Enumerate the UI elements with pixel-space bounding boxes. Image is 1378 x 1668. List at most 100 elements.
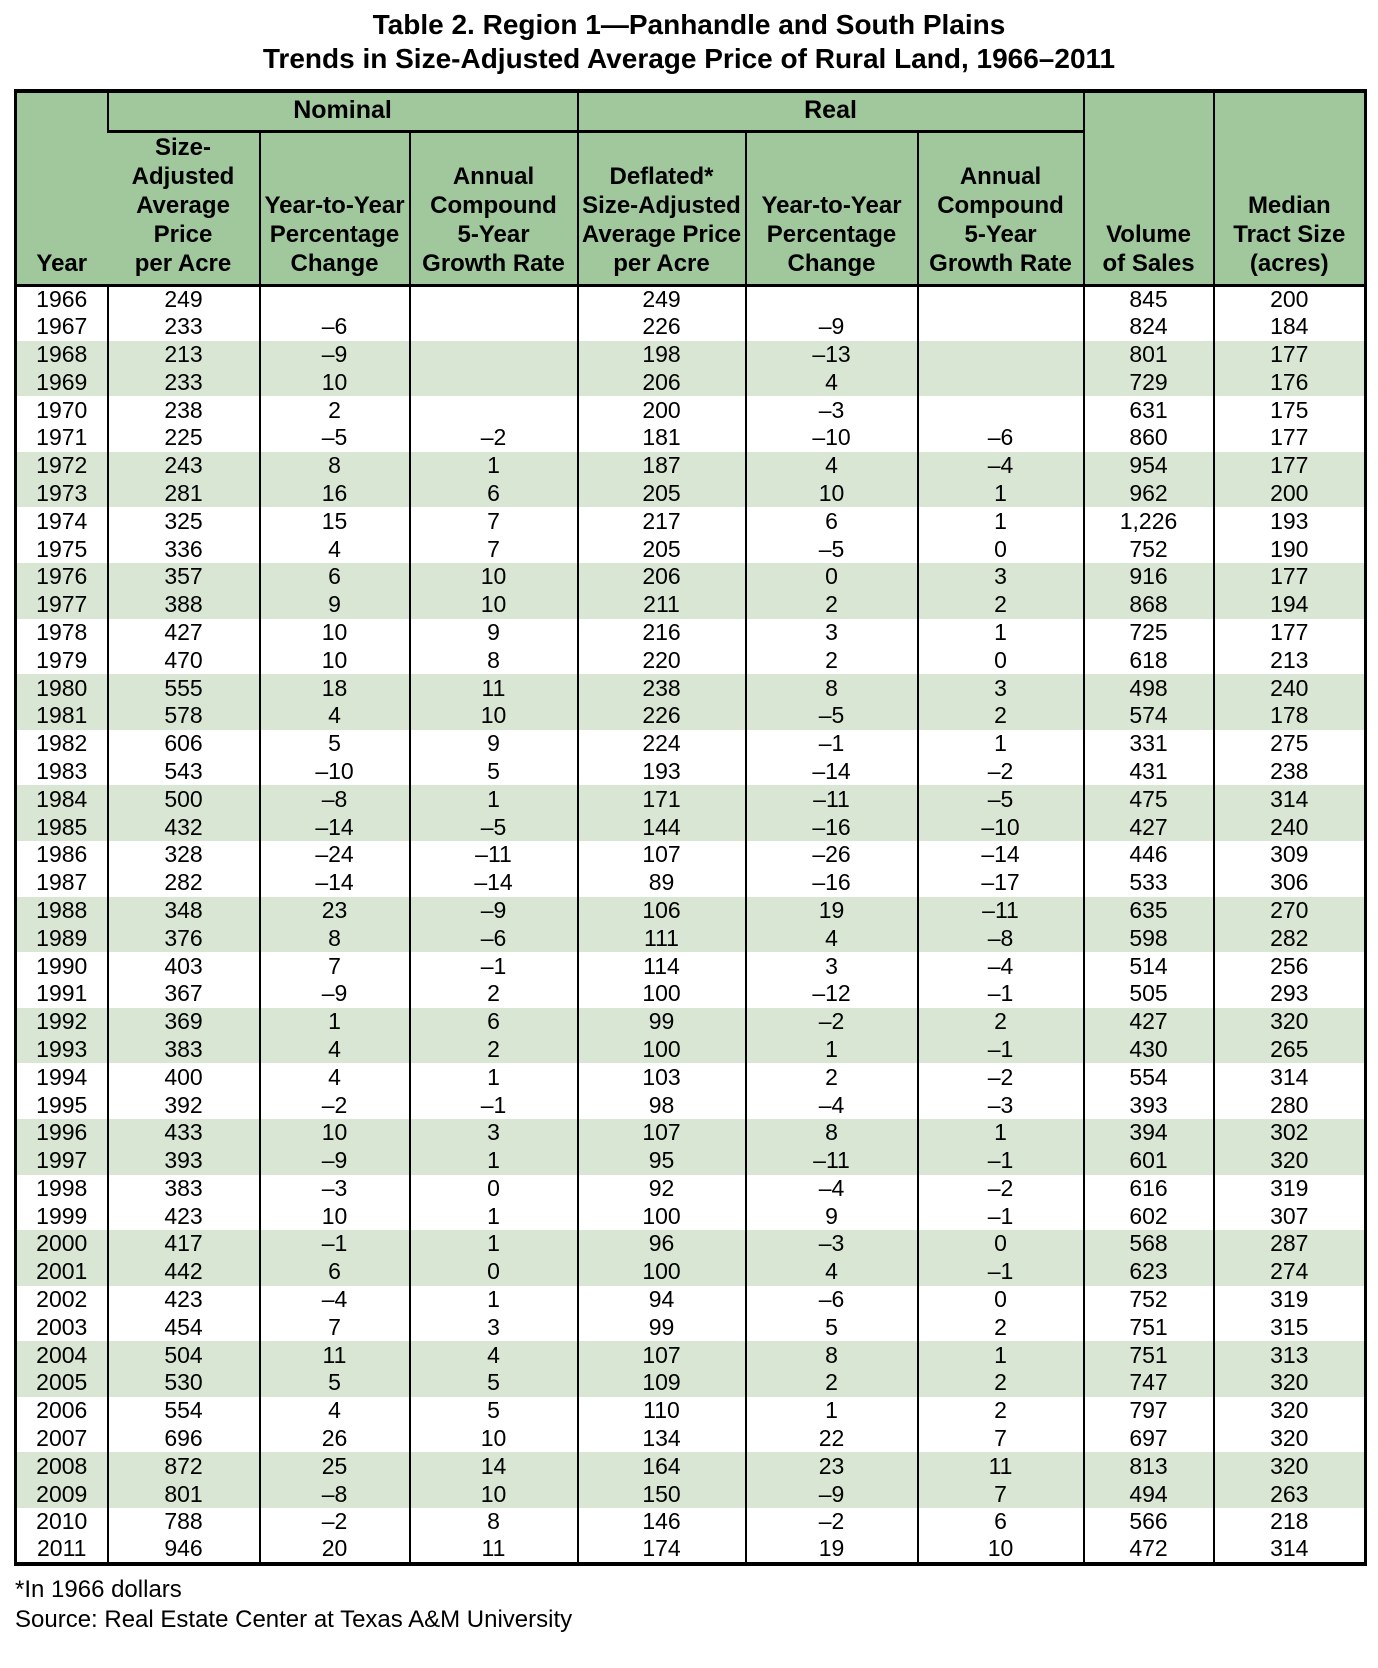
year-cell: 1995: [15, 1091, 108, 1119]
value-cell: 427: [1082, 1007, 1214, 1036]
value-cell: –14: [916, 840, 1084, 869]
value-cell: –2: [258, 1508, 410, 1536]
table-row: 1992 369 1 6 99 –2 2 427 320: [15, 1007, 1366, 1036]
value-cell: 747: [1082, 1369, 1214, 1397]
value-cell: 8: [744, 1118, 918, 1147]
table-row: 1980 555 18 11 238 8 3 498 240: [15, 674, 1366, 702]
value-cell: 315: [1212, 1313, 1366, 1342]
value-cell: –26: [744, 840, 918, 869]
value-cell: 9: [258, 590, 410, 619]
value-cell: 23: [744, 1452, 918, 1481]
value-cell: 16: [258, 479, 410, 508]
value-cell: 226: [576, 701, 746, 730]
value-cell: 0: [408, 1257, 578, 1286]
value-cell: 293: [1212, 979, 1366, 1008]
year-cell: 1975: [15, 535, 108, 563]
value-cell: 606: [106, 729, 260, 758]
table-row: 1967 233 –6 226 –9 824 184: [15, 312, 1366, 341]
value-cell: 107: [576, 840, 746, 869]
value-cell: 6: [408, 1007, 578, 1036]
value-cell: 4: [258, 1063, 410, 1092]
value-cell: 813: [1082, 1452, 1214, 1481]
value-cell: 10: [258, 368, 410, 397]
value-cell: 10: [258, 1118, 410, 1147]
value-cell: 238: [106, 396, 260, 424]
value-cell: –9: [744, 312, 918, 341]
value-cell: 1: [916, 618, 1084, 647]
year-cell: 1969: [15, 368, 108, 397]
value-cell: 4: [408, 1341, 578, 1370]
value-cell: –3: [916, 1091, 1084, 1119]
year-cell: 2009: [15, 1480, 108, 1509]
value-cell: 205: [576, 535, 746, 563]
value-cell: 249: [576, 283, 746, 313]
value-cell: –4: [744, 1091, 918, 1119]
value-cell: 2: [744, 646, 918, 675]
value-cell: 8: [744, 674, 918, 702]
value-cell: –2: [744, 1508, 918, 1536]
value-cell: –16: [744, 813, 918, 841]
value-cell: 3: [916, 674, 1084, 702]
value-cell: 7: [408, 535, 578, 563]
value-cell: 26: [258, 1424, 410, 1453]
table-row: 2006 554 4 5 110 1 2 797 320: [15, 1396, 1366, 1425]
value-cell: 7: [916, 1424, 1084, 1453]
value-cell: –6: [744, 1285, 918, 1314]
value-cell: 200: [1212, 479, 1366, 508]
value-cell: 206: [576, 562, 746, 591]
value-cell: 752: [1082, 535, 1214, 563]
value-cell: 0: [916, 1230, 1084, 1258]
year-cell: 2010: [15, 1508, 108, 1536]
value-cell: 331: [1082, 729, 1214, 758]
year-cell: 1982: [15, 729, 108, 758]
value-cell: 423: [106, 1202, 260, 1231]
value-cell: 430: [1082, 1035, 1214, 1064]
value-cell: 336: [106, 535, 260, 563]
table-row: 1971 225 –5 –2 181 –10 –6 860 177: [15, 423, 1366, 452]
table-row: 1973 281 16 6 205 10 1 962 200: [15, 479, 1366, 508]
value-cell: 193: [1212, 507, 1366, 536]
value-cell: [408, 312, 578, 341]
year-cell: 1978: [15, 618, 108, 647]
column-header-nominal-price: Size-Adjusted Average Price per Acre: [107, 131, 260, 285]
value-cell: 2: [916, 590, 1084, 619]
value-cell: 7: [916, 1480, 1084, 1509]
year-cell: 2007: [15, 1424, 108, 1453]
group-header-nominal: Nominal: [106, 91, 578, 133]
value-cell: 578: [106, 701, 260, 730]
value-cell: –8: [258, 1480, 410, 1509]
value-cell: 400: [106, 1063, 260, 1092]
value-cell: –5: [744, 535, 918, 563]
value-cell: –9: [258, 979, 410, 1008]
value-cell: 845: [1082, 283, 1214, 313]
year-cell: 1984: [15, 785, 108, 814]
value-cell: 568: [1082, 1230, 1214, 1258]
year-cell: 1998: [15, 1174, 108, 1203]
value-cell: 10: [408, 701, 578, 730]
value-cell: 369: [106, 1007, 260, 1036]
value-cell: 962: [1082, 479, 1214, 508]
value-cell: 4: [744, 451, 918, 480]
title-line-2: Trends in Size-Adjusted Average Price of…: [262, 43, 1116, 74]
value-cell: 280: [1212, 1091, 1366, 1119]
value-cell: 4: [744, 1257, 918, 1286]
value-cell: 543: [106, 757, 260, 786]
table-row: 1970 238 2 200 –3 631 175: [15, 396, 1366, 424]
value-cell: 423: [106, 1285, 260, 1314]
value-cell: 150: [576, 1480, 746, 1509]
value-cell: 95: [576, 1146, 746, 1175]
value-cell: 213: [106, 340, 260, 369]
year-cell: 1968: [15, 340, 108, 369]
value-cell: 325: [106, 507, 260, 536]
value-cell: 100: [576, 979, 746, 1008]
year-cell: 1973: [15, 479, 108, 508]
table-row: 2007 696 26 10 134 22 7 697 320: [15, 1424, 1366, 1453]
value-cell: 6: [408, 479, 578, 508]
value-cell: 23: [258, 896, 410, 925]
value-cell: 282: [1212, 924, 1366, 953]
value-cell: 3: [408, 1313, 578, 1342]
value-cell: 475: [1082, 785, 1214, 814]
year-cell: 1971: [15, 423, 108, 452]
value-cell: 240: [1212, 813, 1366, 841]
value-cell: 1: [408, 785, 578, 814]
